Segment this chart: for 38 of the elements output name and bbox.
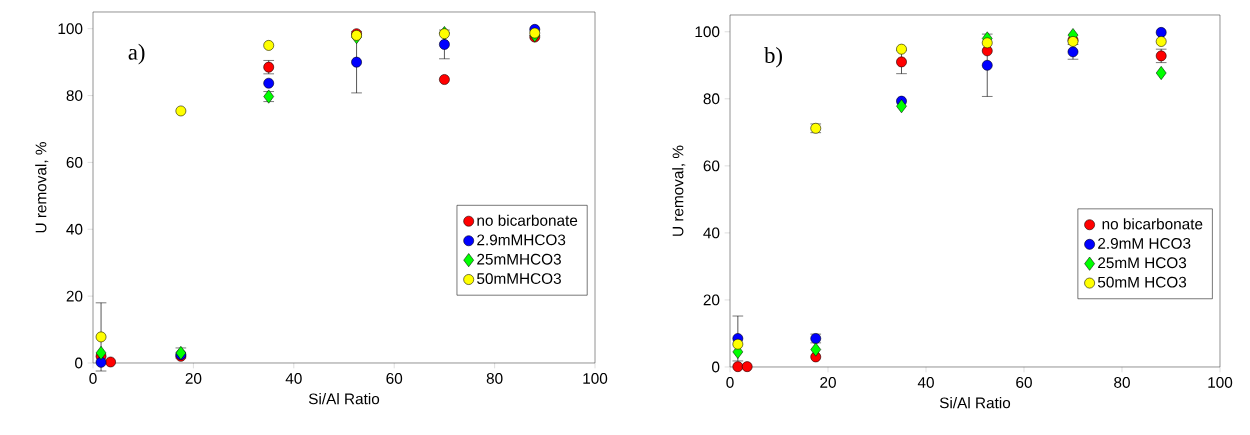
x-axis-title: Si/Al Ratio bbox=[308, 393, 380, 405]
x-tick-label: 20 bbox=[185, 373, 202, 384]
x-tick-label: 0 bbox=[89, 373, 97, 384]
y-tick-label: 100 bbox=[58, 23, 83, 35]
legend-label: 50mMHCO3 bbox=[477, 273, 561, 285]
annotation: b) bbox=[764, 46, 782, 68]
x-tick-label: 20 bbox=[820, 377, 836, 388]
legend-label: 2.9mM HCO3 bbox=[1098, 237, 1191, 249]
legend-label: 50mM HCO3 bbox=[1097, 276, 1187, 288]
x-axis-title: Si/Al Ratio bbox=[939, 397, 1011, 409]
y-tick-label: 80 bbox=[66, 90, 83, 101]
legend-label: no bicarbonate bbox=[477, 214, 578, 226]
legend-label: 25mM HCO3 bbox=[1098, 257, 1187, 269]
y-tick-label: 40 bbox=[703, 227, 720, 239]
y-tick-label: 20 bbox=[66, 290, 83, 302]
legend-label: 2.9mMHCO3 bbox=[477, 234, 566, 246]
x-tick-label: 60 bbox=[386, 373, 403, 384]
y-tick-label: 100 bbox=[695, 26, 720, 38]
x-tick-label: 100 bbox=[583, 373, 608, 384]
x-tick-label: 80 bbox=[486, 373, 503, 384]
annotation: a) bbox=[128, 43, 145, 65]
legend-label: no bicarbonate bbox=[1102, 218, 1203, 230]
y-tick-label: 60 bbox=[66, 156, 83, 168]
y-tick-label: 20 bbox=[703, 294, 720, 306]
x-tick-label: 40 bbox=[917, 377, 934, 388]
legend-label: 25mMHCO3 bbox=[477, 253, 561, 265]
y-tick-label: 80 bbox=[703, 93, 720, 105]
y-tick-label: 60 bbox=[703, 160, 720, 172]
x-tick-label: 0 bbox=[726, 377, 734, 388]
y-tick-label: 0 bbox=[75, 357, 83, 369]
x-tick-label: 40 bbox=[285, 373, 302, 384]
x-tick-label: 60 bbox=[1016, 377, 1032, 388]
y-axis-title: U removal, % bbox=[35, 142, 49, 233]
y-axis-title: U removal, % bbox=[672, 145, 686, 236]
x-tick-label: 100 bbox=[1208, 377, 1233, 388]
x-tick-label: 80 bbox=[1114, 377, 1130, 388]
y-tick-label: 0 bbox=[712, 361, 720, 373]
y-tick-label: 40 bbox=[66, 223, 83, 235]
